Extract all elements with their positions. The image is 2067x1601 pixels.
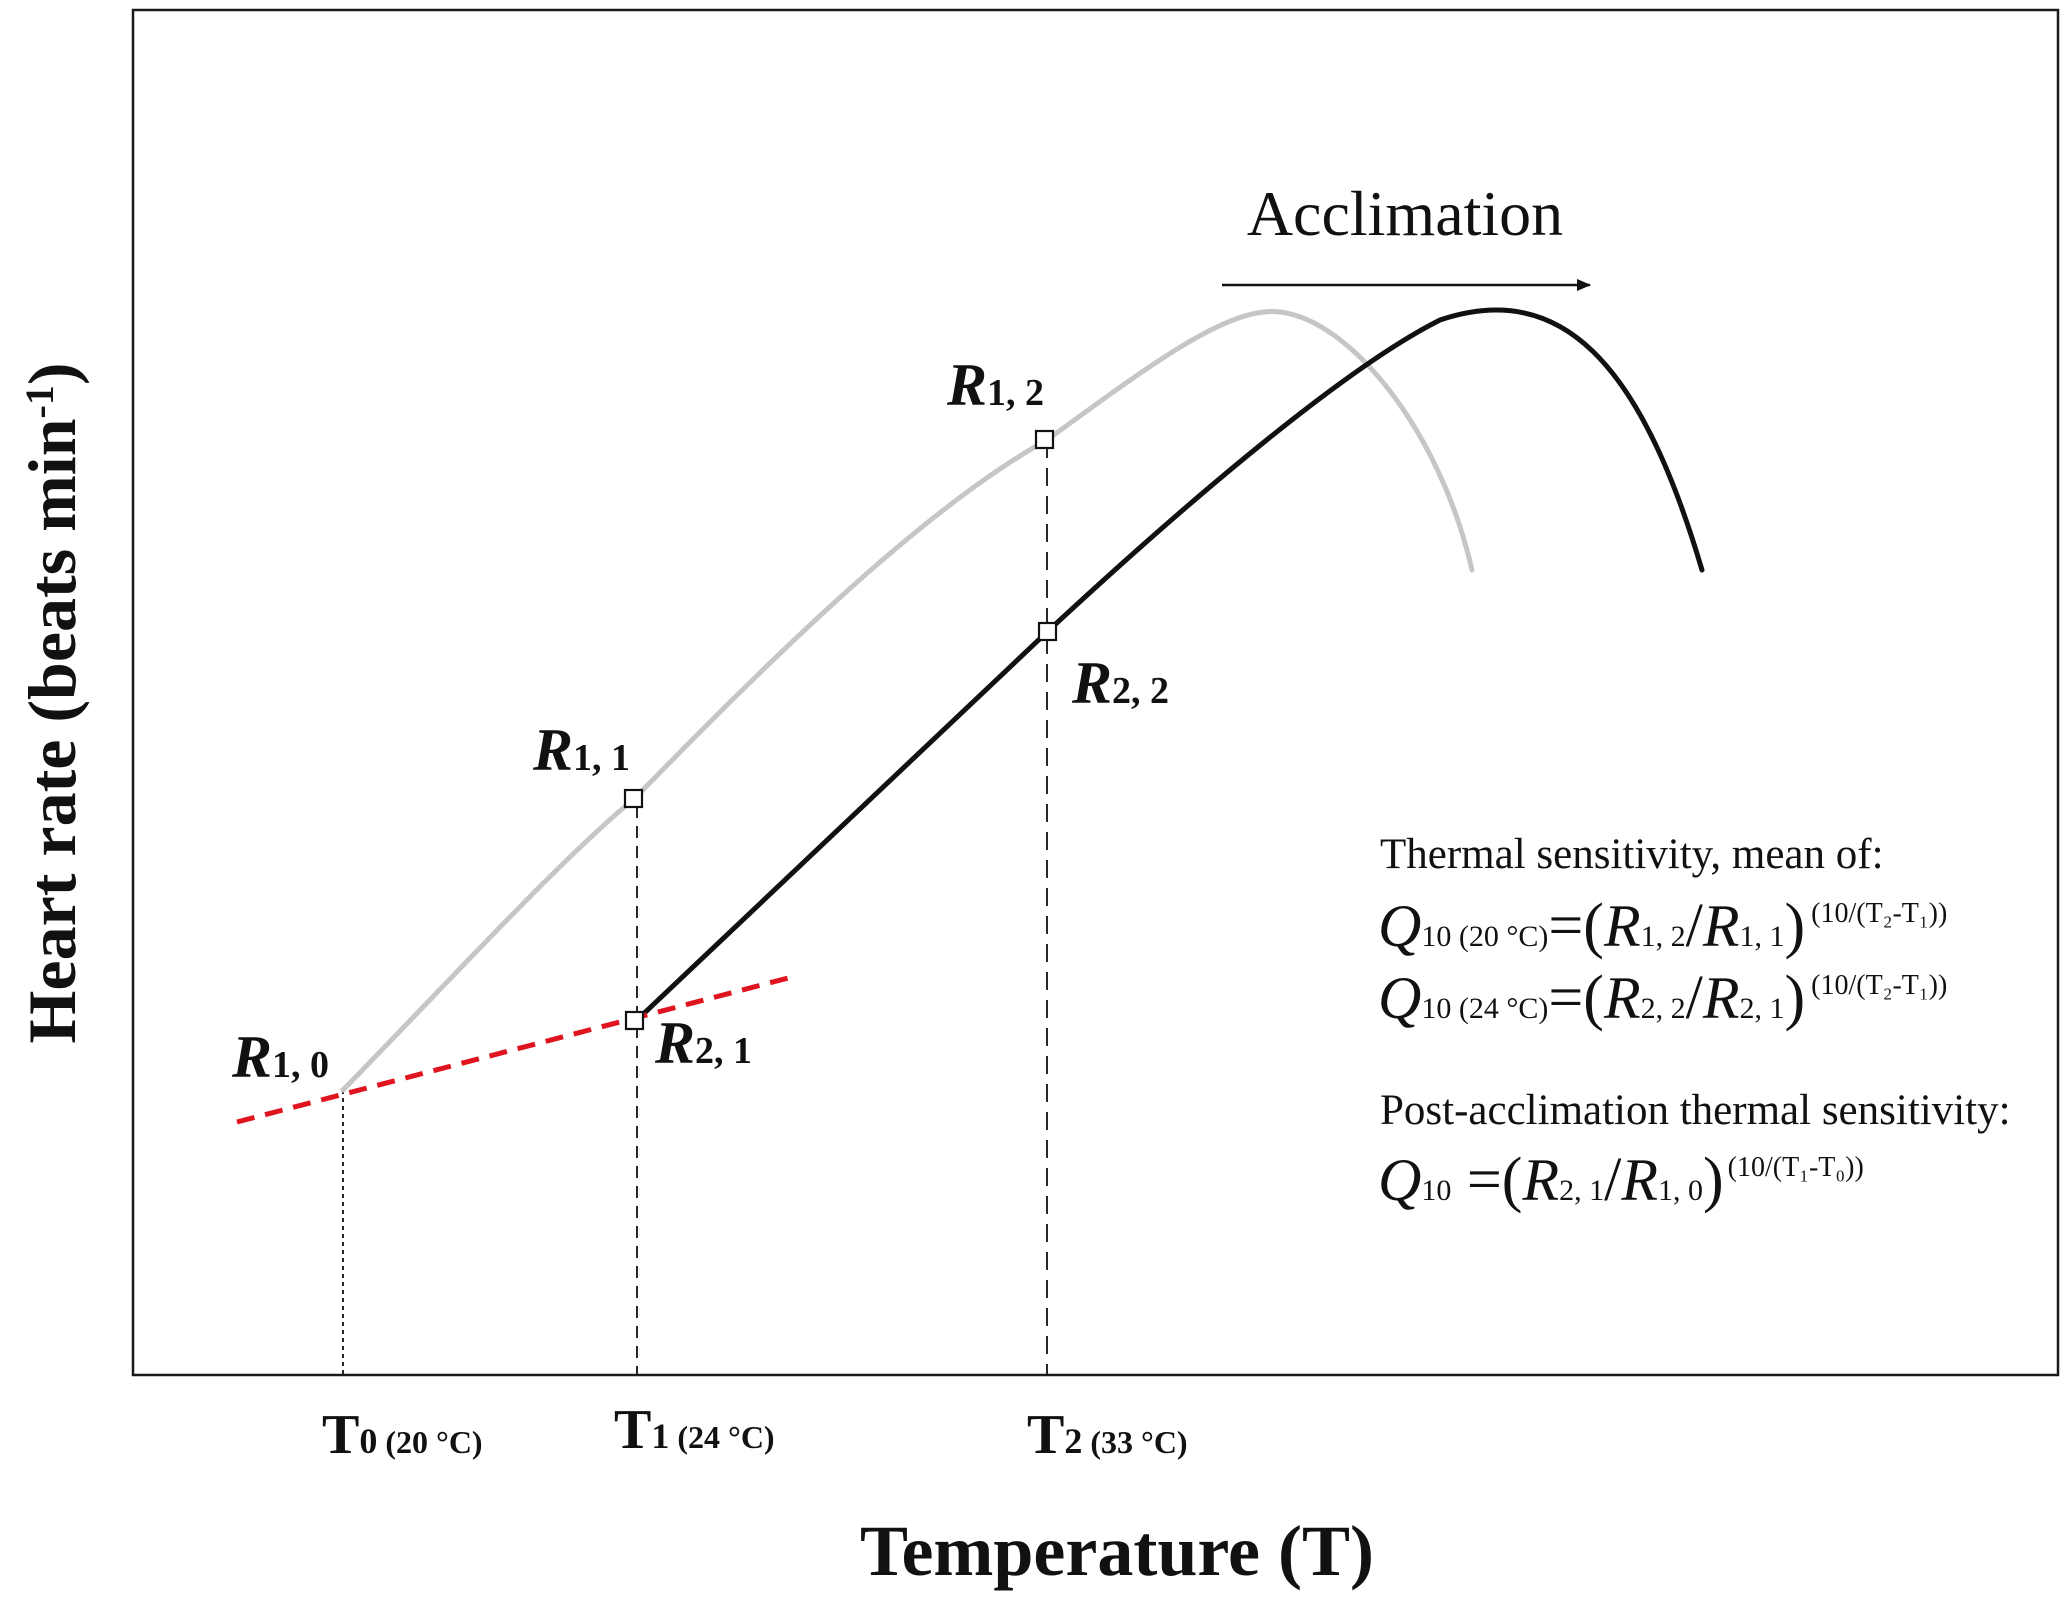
- equation-q10-post: Q10 =(R2, 1/R1, 0) (10/(T₁-T₀)): [1378, 1146, 1864, 1214]
- acclimation-label: Acclimation: [1247, 178, 1563, 249]
- x-axis-title: Temperature (T): [860, 1511, 1374, 1591]
- equations-panel: Thermal sensitivity, mean of: Q10 (20 °C…: [1378, 831, 2011, 1214]
- acclimation-trend-line: [236, 974, 793, 1125]
- pre-acclimation-curve: [340, 308, 1475, 1093]
- point-label-r12: R1, 2: [946, 352, 1044, 418]
- y-axis-title: Heart rate (beats min-1): [14, 363, 90, 1044]
- point-label-r11: R1, 1: [532, 717, 630, 783]
- plot-frame: [131, 8, 2060, 1377]
- x-tick-t2: T2 (33 °C): [1027, 1404, 1188, 1466]
- x-tick-t0: T0 (20 °C): [322, 1404, 483, 1466]
- point-label-r21: R2, 1: [654, 1010, 752, 1076]
- equation-q10-20c: Q10 (20 °C)=(R1, 2/R1, 1) (10/(T₂-T₁)): [1378, 892, 1947, 960]
- point-r21-marker: [624, 1010, 645, 1031]
- equation-heading-mean: Thermal sensitivity, mean of:: [1380, 831, 1884, 878]
- equation-heading-post: Post-acclimation thermal sensitivity:: [1380, 1087, 2011, 1134]
- x-tick-t1: T1 (24 °C): [614, 1399, 775, 1461]
- point-label-r10: R1, 0: [231, 1024, 329, 1090]
- equation-q10-24c: Q10 (24 °C)=(R2, 2/R2, 1) (10/(T₂-T₁)): [1378, 964, 1947, 1032]
- point-label-r22: R2, 2: [1071, 650, 1169, 716]
- point-r11-marker: [623, 788, 644, 809]
- post-acclimation-curve: [634, 307, 1705, 1023]
- point-r12-marker: [1034, 429, 1055, 450]
- point-r22-marker: [1037, 621, 1058, 642]
